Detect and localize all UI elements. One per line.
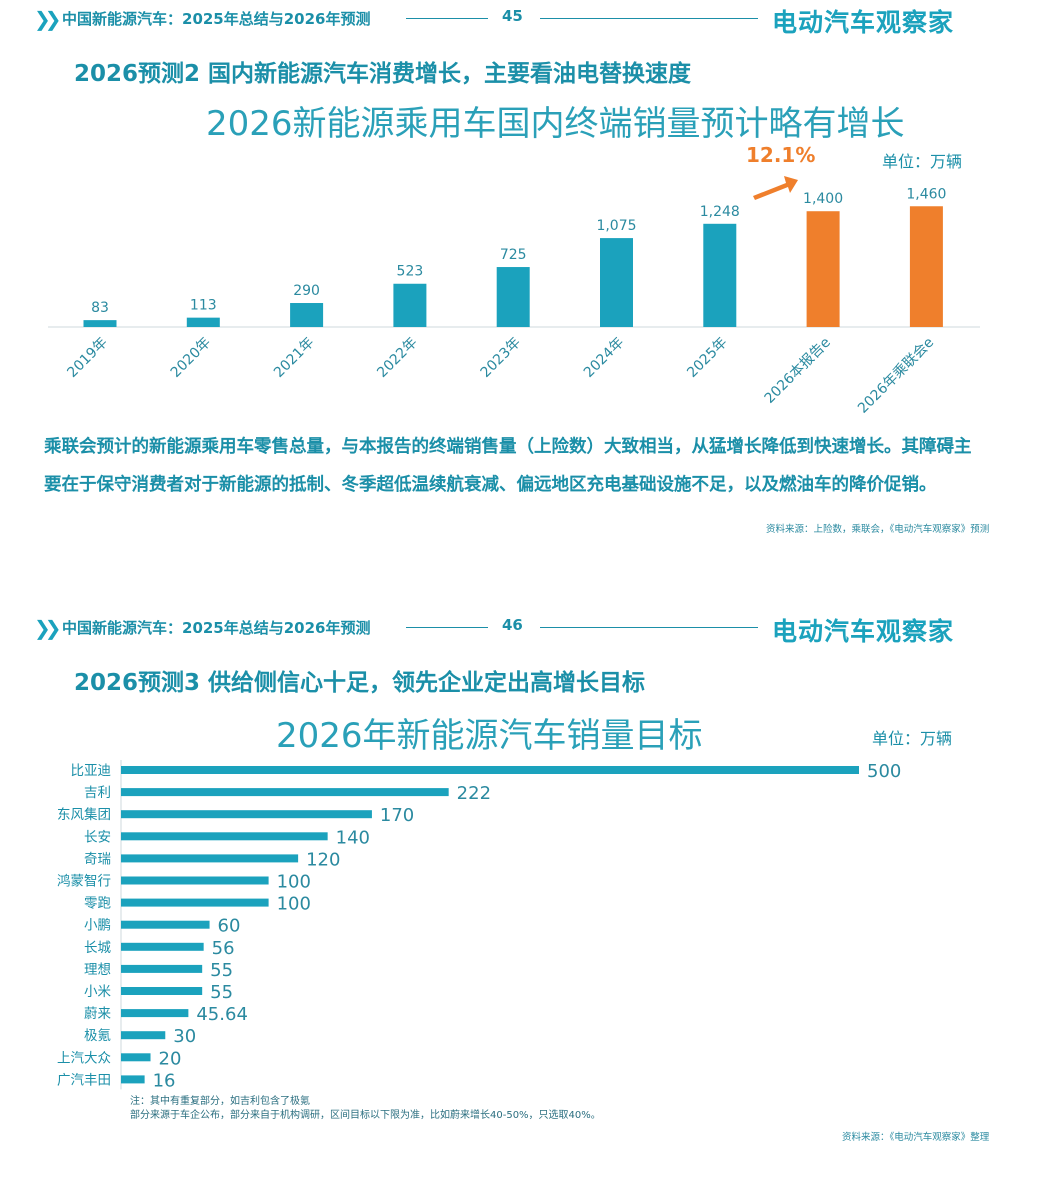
bar	[121, 788, 449, 797]
source-note: 资料来源：上险数，乘联会，《电动汽车观察家》预测	[766, 524, 990, 535]
bar	[600, 238, 633, 327]
y-tick-label: 小鹏	[84, 918, 111, 934]
header-divider	[406, 627, 488, 628]
section-title: 2026预测2 国内新能源汽车消费增长，主要看油电替换速度	[74, 61, 692, 87]
footnote: 部分来源于车企公布，部分来自于机构调研，区间目标以下限为准，比如蔚来增长40-5…	[130, 1110, 601, 1121]
y-tick-label: 比亚迪	[71, 763, 112, 779]
data-label: 55	[210, 982, 233, 1003]
bar	[121, 832, 328, 841]
bar	[83, 320, 117, 327]
bar	[121, 1075, 145, 1084]
bar	[121, 920, 210, 929]
data-label: 100	[277, 872, 311, 893]
y-tick-label: 长城	[84, 940, 111, 956]
data-label: 725	[500, 247, 527, 263]
growth-arrow-icon	[753, 176, 798, 200]
data-label: 20	[159, 1048, 182, 1069]
page-number: 46	[502, 616, 523, 634]
brand-logo: 电动汽车观察家	[772, 8, 955, 37]
unit-label: 单位：万辆	[882, 152, 963, 171]
unit-label: 单位：万辆	[872, 729, 953, 748]
data-label: 1,400	[803, 191, 843, 207]
bar	[121, 810, 372, 819]
data-label: 290	[293, 283, 320, 299]
data-label: 170	[380, 805, 414, 826]
header-divider	[540, 627, 758, 628]
bar	[121, 854, 299, 863]
footnote: 注：其中有重复部分，如吉利包含了极氪	[130, 1096, 310, 1107]
y-tick-label: 东风集团	[57, 807, 111, 823]
data-label: 16	[153, 1070, 176, 1091]
page-45: ❯❯ 中国新能源汽车：2025年总结与2026年预测 45 电动汽车观察家 20…	[0, 0, 1050, 580]
y-tick-label: 吉利	[84, 785, 111, 801]
data-label: 523	[397, 264, 424, 280]
vertical-bar-chart: 832019年1132020年2902021年5232022年7252023年1…	[48, 176, 980, 417]
growth-label: 12.1%	[746, 143, 816, 167]
data-label: 1,075	[596, 218, 636, 234]
y-tick-label: 极氪	[84, 1028, 111, 1044]
data-label: 222	[457, 783, 491, 804]
bar	[121, 876, 269, 885]
bar	[121, 766, 859, 774]
header-title: 中国新能源汽车：2025年总结与2026年预测	[62, 10, 371, 28]
bar	[393, 283, 427, 327]
y-tick-label: 长安	[84, 829, 111, 845]
bar	[121, 1009, 189, 1018]
header-title: 中国新能源汽车：2025年总结与2026年预测	[62, 619, 371, 637]
data-label: 120	[306, 849, 340, 870]
bar	[121, 987, 203, 995]
data-label: 83	[91, 300, 109, 316]
data-label: 60	[218, 916, 241, 937]
y-tick-label: 蔚来	[84, 1006, 111, 1022]
chart-title: 2026新能源乘用车国内终端销量预计略有增长	[206, 104, 905, 144]
page-header: ❯❯ 中国新能源汽车：2025年总结与2026年预测 45 电动汽车观察家	[0, 3, 1050, 37]
data-label: 100	[277, 894, 311, 915]
bar	[121, 942, 204, 951]
bar	[703, 223, 737, 327]
bar	[290, 303, 324, 327]
section-title: 2026预测3 供给侧信心十足，领先企业定出高增长目标	[74, 670, 646, 696]
page-header: ❯❯ 中国新能源汽车：2025年总结与2026年预测 46 电动汽车观察家	[0, 612, 1050, 646]
data-label: 56	[212, 938, 235, 959]
bar	[121, 964, 203, 973]
bar	[496, 267, 530, 327]
bar	[121, 1053, 151, 1062]
data-label: 1,460	[906, 186, 946, 202]
header-divider	[406, 18, 488, 19]
bar	[121, 898, 269, 907]
y-tick-label: 小米	[84, 984, 111, 1000]
y-tick-label: 鸿蒙智行	[57, 873, 111, 890]
y-tick-label: 广汽丰田	[57, 1072, 111, 1088]
data-label: 1,248	[700, 204, 740, 220]
chart-title: 2026年新能源汽车销量目标	[276, 716, 703, 756]
page-number: 45	[502, 7, 523, 25]
data-label: 113	[190, 298, 217, 314]
body-text: 乘联会预计的新能源乘用车零售总量，与本报告的终端销售量（上险数）大致相当，从猛增…	[44, 437, 972, 495]
y-tick-label: 零跑	[84, 896, 111, 912]
header-divider	[540, 18, 758, 19]
data-label: 500	[867, 761, 901, 782]
bar	[909, 206, 943, 327]
bar	[186, 317, 220, 327]
brand-logo: 电动汽车观察家	[772, 617, 955, 646]
data-label: 140	[336, 827, 370, 848]
y-tick-label: 上汽大众	[57, 1050, 111, 1066]
y-tick-label: 理想	[84, 962, 111, 978]
y-tick-label: 奇瑞	[84, 850, 111, 867]
bar	[121, 1031, 166, 1040]
bar	[806, 211, 840, 327]
data-label: 30	[173, 1026, 196, 1047]
source-note: 资料来源：《电动汽车观察家》整理	[842, 1132, 990, 1143]
data-label: 45.64	[196, 1004, 248, 1025]
data-label: 55	[210, 960, 233, 981]
